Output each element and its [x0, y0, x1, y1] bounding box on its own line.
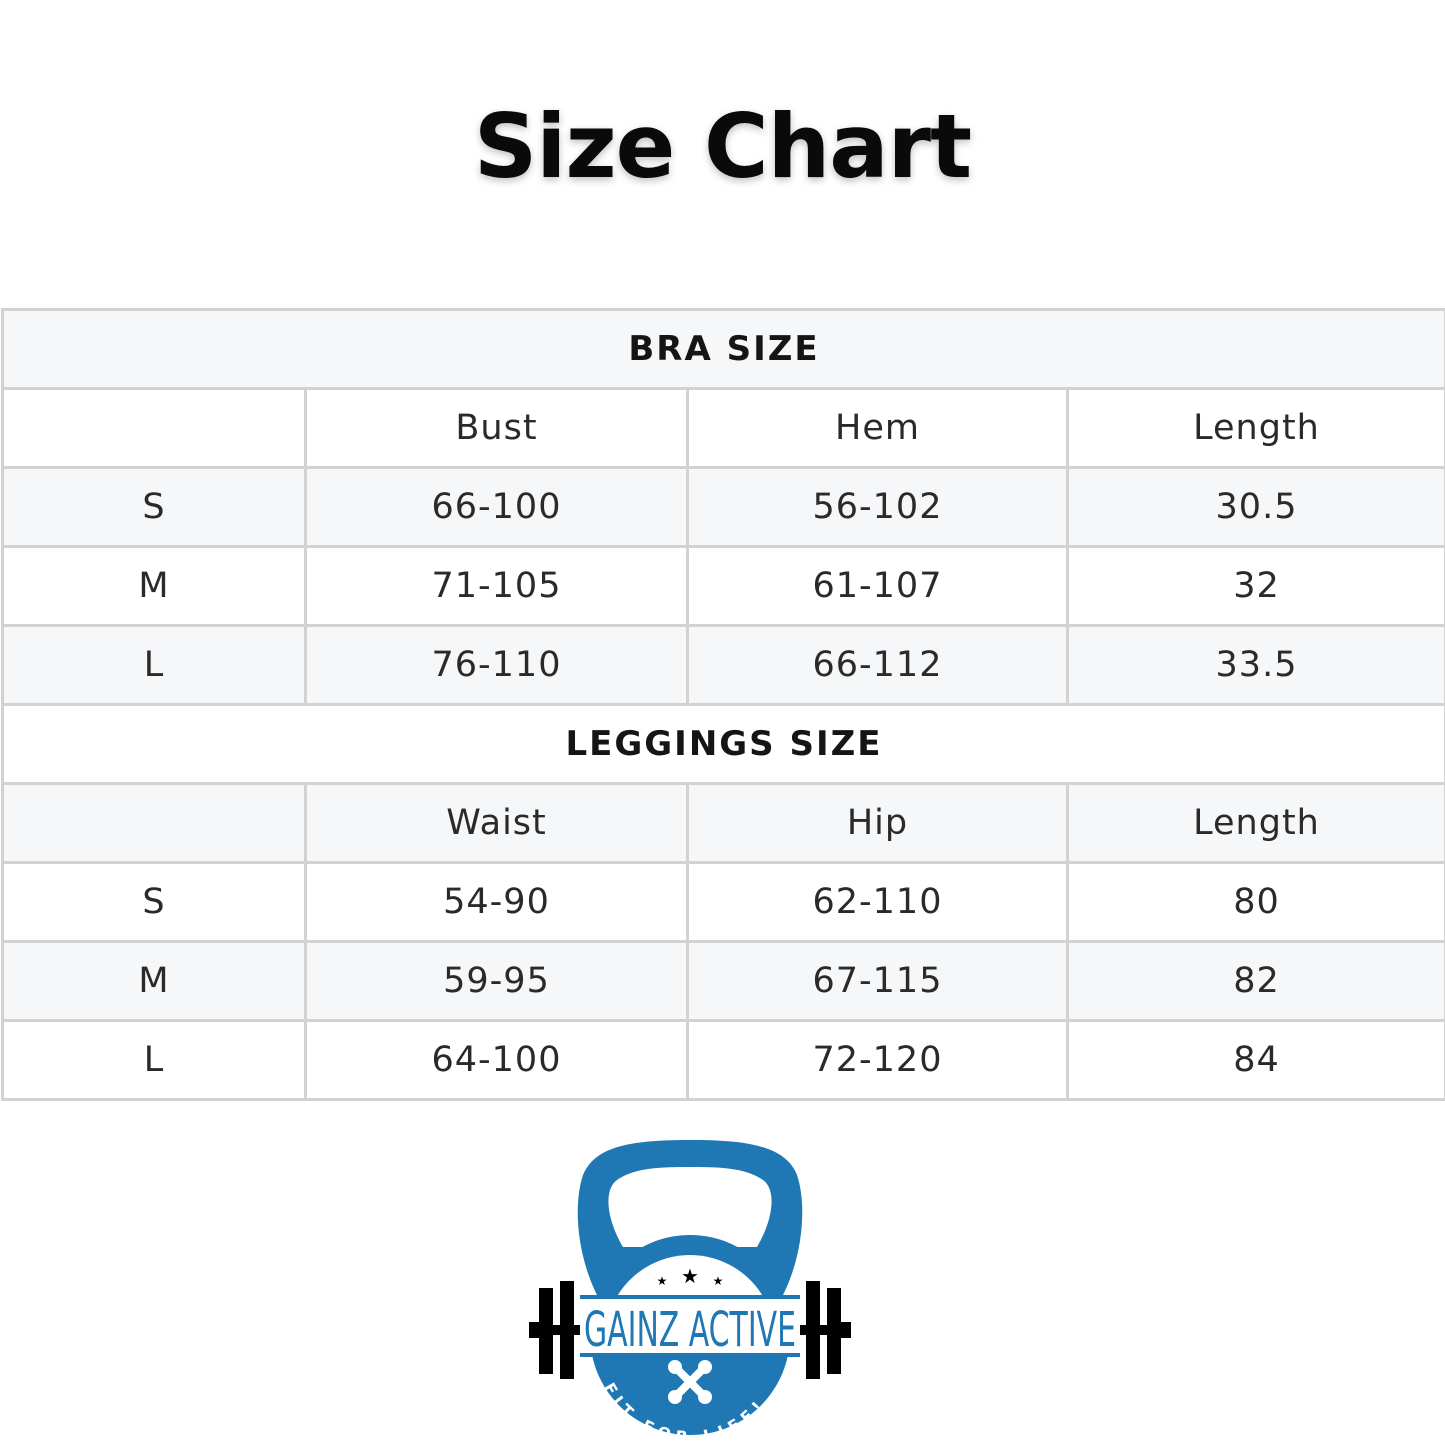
kettlebell-icon: ★ ★ ★ GAINZ ACTIVE FIT FOR LIFE! [577, 1140, 803, 1440]
column-header: Length [1066, 387, 1445, 469]
logo-name: GAINZ ACTIVE [584, 1303, 796, 1358]
table-cell: S [1, 466, 307, 548]
column-header: Hem [686, 387, 1069, 469]
page-title: Size Chart [473, 95, 972, 198]
table-cell: 80 [1066, 861, 1445, 943]
table-row: S 54-90 62-110 80 [1, 861, 1445, 943]
table-cell: 64-100 [304, 1019, 689, 1101]
table-cell: 67-115 [686, 940, 1069, 1022]
table-cell: 54-90 [304, 861, 689, 943]
leggings-section-heading: LEGGINGS SIZE [1, 703, 1445, 785]
table-cell: 66-100 [304, 466, 689, 548]
column-header: Hip [686, 782, 1069, 864]
column-header [1, 387, 307, 469]
column-header [1, 782, 307, 864]
table-cell: 59-95 [304, 940, 689, 1022]
svg-text:★: ★ [713, 1274, 724, 1288]
table-row: M 71-105 61-107 32 [1, 545, 1445, 627]
column-header: Length [1066, 782, 1445, 864]
table-header-row: Bust Hem Length [1, 387, 1445, 469]
table-cell: 61-107 [686, 545, 1069, 627]
bra-section-heading: BRA SIZE [1, 308, 1445, 390]
table-cell: 82 [1066, 940, 1445, 1022]
table-row: M 59-95 67-115 82 [1, 940, 1445, 1022]
table-header-row: Waist Hip Length [1, 782, 1445, 864]
section-row: LEGGINGS SIZE [1, 703, 1445, 785]
gainz-active-logo: ★ ★ ★ GAINZ ACTIVE FIT FOR LIFE! [529, 1140, 851, 1440]
table-cell: S [1, 861, 307, 943]
size-chart-table: BRA SIZE Bust Hem Length S 66-100 56-102 30.5 M 7… [1, 308, 1445, 1101]
table-cell: 32 [1066, 545, 1445, 627]
table-cell: 71-105 [304, 545, 689, 627]
svg-text:★: ★ [681, 1264, 699, 1288]
table-cell: 33.5 [1066, 624, 1445, 706]
table-cell: 84 [1066, 1019, 1445, 1101]
table-row: L 76-110 66-112 33.5 [1, 624, 1445, 706]
column-header: Bust [304, 387, 689, 469]
table-cell: L [1, 624, 307, 706]
table-cell: 30.5 [1066, 466, 1445, 548]
table-cell: M [1, 545, 307, 627]
table-cell: 66-112 [686, 624, 1069, 706]
table-cell: 56-102 [686, 466, 1069, 548]
crossed-dumbbells-icon [668, 1360, 712, 1404]
table-cell: 72-120 [686, 1019, 1069, 1101]
table-cell: 76-110 [304, 624, 689, 706]
table-cell: M [1, 940, 307, 1022]
table-row: L 64-100 72-120 84 [1, 1019, 1445, 1101]
table-row: S 66-100 56-102 30.5 [1, 466, 1445, 548]
table-cell: 62-110 [686, 861, 1069, 943]
table-cell: L [1, 1019, 307, 1101]
svg-text:★: ★ [657, 1274, 668, 1288]
column-header: Waist [304, 782, 689, 864]
section-row: BRA SIZE [1, 308, 1445, 390]
